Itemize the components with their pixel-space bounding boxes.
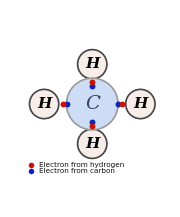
Circle shape	[126, 89, 155, 119]
Point	[62, 102, 64, 106]
Point	[65, 102, 68, 106]
Circle shape	[78, 50, 107, 79]
Text: C: C	[85, 95, 100, 113]
Point	[120, 102, 123, 106]
Point	[91, 84, 94, 88]
Point	[29, 169, 32, 172]
Point	[29, 163, 32, 166]
Text: H: H	[85, 57, 99, 71]
Point	[91, 120, 94, 124]
Point	[91, 124, 94, 127]
Point	[116, 102, 119, 106]
Circle shape	[78, 129, 107, 158]
Text: Electron from hydrogen: Electron from hydrogen	[39, 162, 124, 168]
Circle shape	[30, 89, 59, 119]
Circle shape	[66, 78, 118, 130]
Text: H: H	[37, 97, 51, 111]
Point	[91, 81, 94, 84]
Text: Electron from carbon: Electron from carbon	[39, 168, 114, 174]
Text: H: H	[85, 137, 99, 151]
Text: H: H	[133, 97, 148, 111]
